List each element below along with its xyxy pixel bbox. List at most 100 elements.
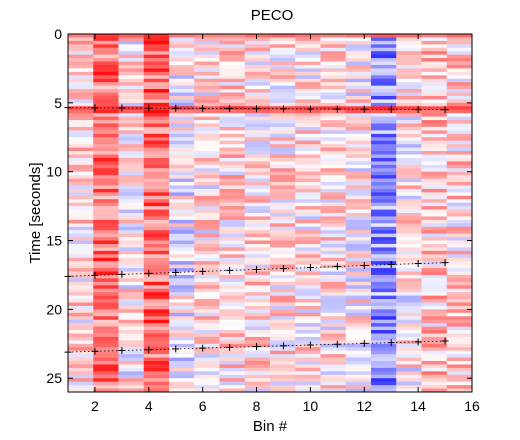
heatmap-cell: [396, 330, 422, 334]
heatmap-cell: [295, 130, 321, 135]
heatmap-cell: [396, 312, 422, 317]
heatmap-cell: [345, 140, 372, 145]
heatmap-cell: [244, 92, 271, 97]
heatmap-cell: [295, 240, 321, 245]
heatmap-cell: [295, 178, 321, 183]
heatmap-cell: [244, 137, 271, 142]
heatmap-cell: [169, 133, 195, 138]
heatmap-cell: [446, 195, 473, 200]
heatmap-cell: [371, 316, 397, 321]
heatmap-cell: [371, 261, 397, 266]
heatmap-cell: [270, 99, 296, 104]
heatmap-cell: [295, 274, 321, 279]
heatmap-cell: [446, 202, 473, 207]
heatmap-cell: [169, 364, 195, 369]
heatmap-cell: [295, 47, 321, 52]
heatmap-cell: [194, 51, 220, 56]
heatmap-cell: [169, 357, 195, 362]
heatmap-cell: [194, 388, 220, 393]
heatmap-cell: [194, 257, 220, 262]
heatmap-cell: [421, 323, 448, 327]
heatmap-cell: [68, 68, 94, 73]
heatmap-cell: [244, 230, 271, 235]
heatmap-cell: [270, 312, 296, 317]
heatmap-cell: [396, 302, 422, 307]
heatmap-cell: [320, 336, 347, 341]
heatmap-cell: [169, 257, 195, 262]
heatmap-cell: [93, 102, 119, 107]
heatmap-cell: [118, 323, 145, 327]
heatmap-cell: [169, 240, 195, 245]
heatmap-cell: [345, 305, 372, 310]
heatmap-cell: [194, 378, 220, 383]
heatmap-cell: [143, 171, 170, 176]
heatmap-cell: [169, 233, 195, 238]
heatmap-cell: [143, 82, 170, 87]
heatmap-cell: [118, 367, 145, 372]
heatmap-cell: [295, 226, 321, 231]
heatmap-cell: [244, 161, 271, 166]
heatmap-cell: [320, 326, 347, 331]
heatmap-cell: [143, 309, 170, 314]
heatmap-cell: [93, 178, 119, 183]
heatmap-cell: [169, 330, 195, 334]
heatmap-cell: [219, 271, 246, 276]
heatmap-cell: [194, 336, 220, 341]
heatmap-cell: [169, 350, 195, 355]
heatmap-cell: [118, 336, 145, 341]
heatmap-cell: [295, 78, 321, 83]
heatmap-cell: [93, 343, 119, 348]
heatmap-cell: [68, 123, 94, 128]
heatmap-cell: [396, 61, 422, 66]
heatmap-cell: [118, 347, 145, 352]
heatmap-cell: [396, 113, 422, 118]
heatmap-cell: [68, 54, 94, 59]
heatmap-cell: [143, 219, 170, 224]
heatmap-cell: [118, 343, 145, 348]
heatmap-cell: [396, 281, 422, 286]
heatmap-cell: [396, 319, 422, 324]
heatmap-cell: [295, 168, 321, 173]
heatmap-cell: [194, 281, 220, 286]
heatmap-cell: [219, 123, 246, 128]
heatmap-cell: [93, 240, 119, 245]
heatmap-cell: [169, 361, 195, 365]
heatmap-cell: [68, 95, 94, 100]
heatmap-cell: [118, 299, 145, 303]
heatmap-cell: [244, 109, 271, 114]
heatmap-cell: [169, 123, 195, 128]
heatmap-cell: [270, 240, 296, 245]
heatmap-cell: [68, 343, 94, 348]
heatmap-cell: [143, 268, 170, 272]
heatmap-cell: [143, 126, 170, 131]
heatmap-cell: [446, 213, 473, 217]
heatmap-cell: [320, 247, 347, 252]
heatmap-cell: [68, 113, 94, 118]
heatmap-cell: [446, 89, 473, 93]
heatmap-cell: [194, 161, 220, 166]
heatmap-cell: [194, 309, 220, 314]
heatmap-cell: [93, 319, 119, 324]
heatmap-cell: [118, 381, 145, 386]
heatmap-cell: [270, 192, 296, 197]
heatmap-cell: [93, 254, 119, 259]
heatmap-cell: [270, 364, 296, 369]
heatmap-cell: [446, 44, 473, 49]
heatmap-cell: [320, 116, 347, 121]
heatmap-cell: [194, 130, 220, 135]
heatmap-cell: [143, 250, 170, 255]
heatmap-cell: [219, 350, 246, 355]
heatmap-cell: [320, 257, 347, 262]
heatmap-cell: [194, 154, 220, 159]
heatmap-cell: [270, 37, 296, 42]
heatmap-cell: [93, 64, 119, 69]
heatmap-cell: [396, 123, 422, 128]
heatmap-cell: [194, 147, 220, 152]
heatmap-cell: [93, 223, 119, 228]
heatmap-cell: [244, 202, 271, 207]
heatmap-cell: [270, 299, 296, 303]
heatmap-cell: [371, 185, 397, 190]
heatmap-cell: [270, 106, 296, 111]
heatmap-cell: [244, 357, 271, 362]
